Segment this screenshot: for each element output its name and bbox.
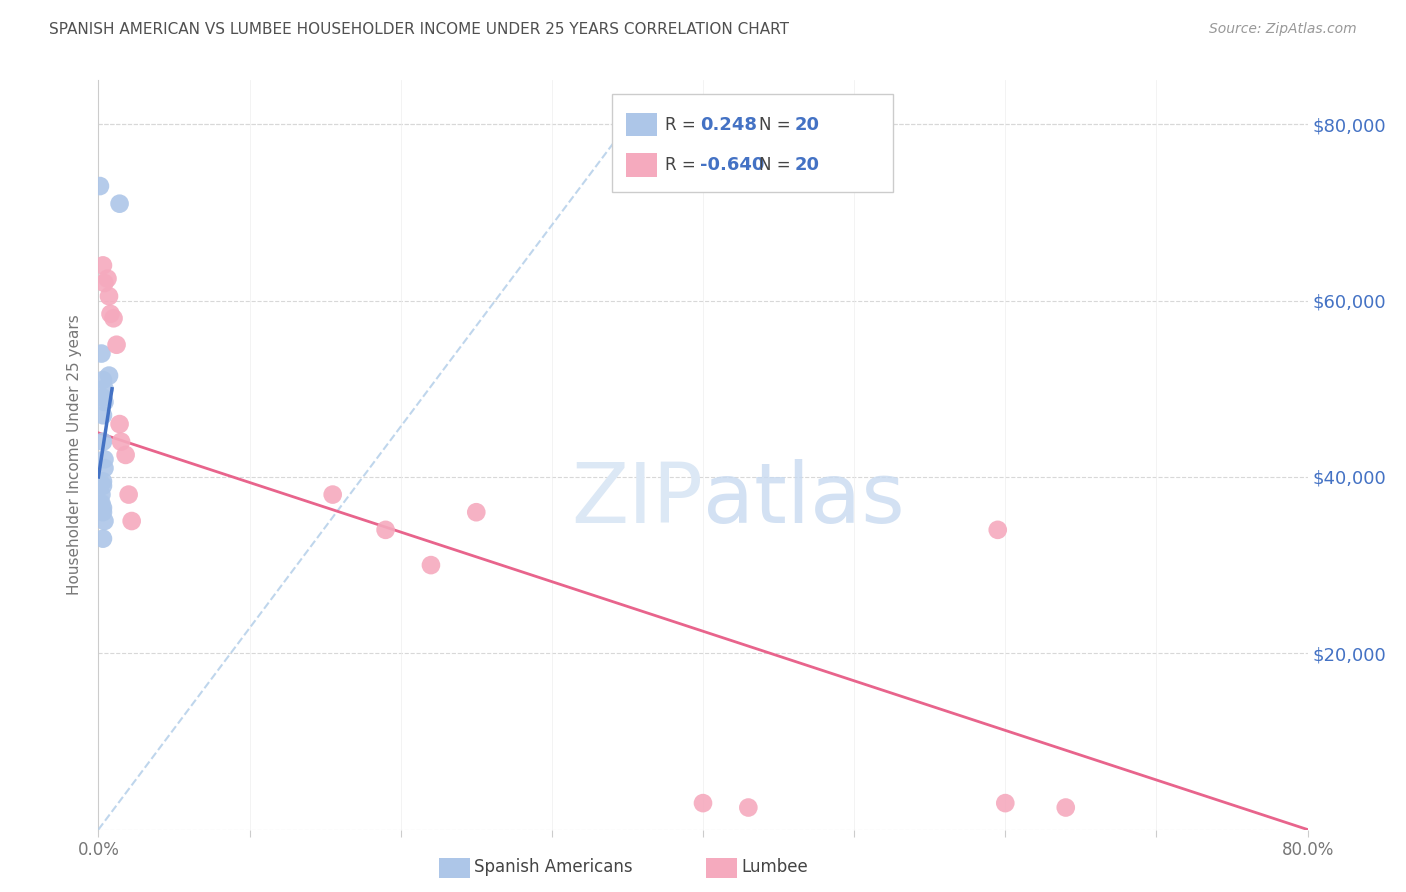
Point (91, 475, 114, 489)
Point (114, 448, 136, 462)
Point (98, 289, 121, 303)
Point (91, 434, 114, 449)
Point (93, 452, 115, 467)
Point (108, 196, 131, 211)
Point (108, 417, 131, 431)
Text: R =: R = (665, 156, 696, 174)
Point (90, 346, 112, 360)
Point (93, 276, 115, 290)
Point (90, 496, 112, 510)
Point (322, 487, 344, 501)
Point (100, 307, 122, 321)
Text: Source: ZipAtlas.com: Source: ZipAtlas.com (1209, 22, 1357, 37)
Point (374, 523, 396, 537)
Text: atlas: atlas (703, 459, 904, 541)
Point (96, 271, 118, 285)
Point (93, 395, 115, 409)
Text: Spanish Americans: Spanish Americans (474, 858, 633, 876)
Point (105, 337, 128, 351)
Point (692, 796, 714, 810)
Text: 0.248: 0.248 (700, 116, 758, 134)
Point (110, 434, 132, 449)
Point (420, 558, 443, 573)
Text: Lumbee: Lumbee (741, 858, 807, 876)
Y-axis label: Householder Income Under 25 years: Householder Income Under 25 years (67, 315, 83, 595)
Point (118, 487, 141, 501)
Text: N =: N = (759, 116, 790, 134)
Text: SPANISH AMERICAN VS LUMBEE HOUSEHOLDER INCOME UNDER 25 YEARS CORRELATION CHART: SPANISH AMERICAN VS LUMBEE HOUSEHOLDER I… (49, 22, 789, 37)
Text: -0.640: -0.640 (700, 156, 765, 174)
Point (93, 461, 115, 475)
Text: N =: N = (759, 156, 790, 174)
Point (89, 179, 111, 194)
Point (91, 391, 114, 405)
Point (994, 796, 1017, 810)
Text: ZIP: ZIP (571, 459, 703, 541)
Point (737, 800, 759, 814)
Point (1054, 800, 1077, 814)
Point (121, 514, 143, 528)
Point (103, 311, 125, 326)
Point (91, 532, 114, 546)
Point (91, 500, 114, 515)
Text: 20: 20 (794, 116, 820, 134)
Point (465, 505, 488, 519)
Text: 20: 20 (794, 156, 820, 174)
Point (987, 523, 1010, 537)
Point (93, 382, 115, 396)
Point (91, 259, 114, 273)
Point (90, 487, 112, 501)
Point (91, 373, 114, 387)
Point (91, 409, 114, 423)
Text: R =: R = (665, 116, 696, 134)
Point (93, 514, 115, 528)
Point (91, 479, 114, 493)
Point (98, 368, 121, 383)
Point (91, 505, 114, 519)
